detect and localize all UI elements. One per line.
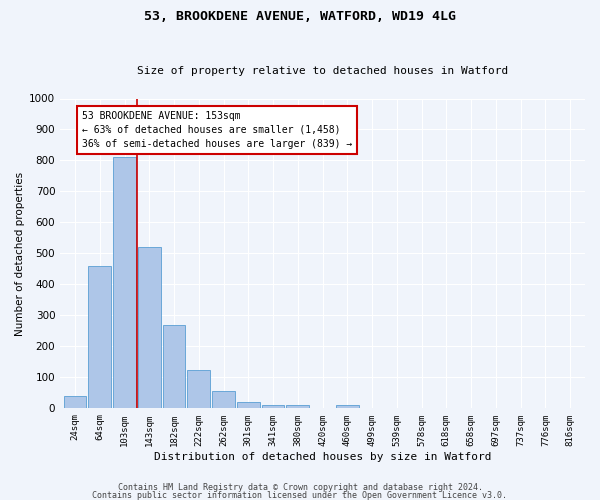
Bar [113, 158, 136, 408]
Bar [262, 406, 284, 408]
Title: Size of property relative to detached houses in Watford: Size of property relative to detached ho… [137, 66, 508, 76]
Bar [286, 406, 309, 408]
Bar [64, 396, 86, 408]
Text: 53, BROOKDENE AVENUE, WATFORD, WD19 4LG: 53, BROOKDENE AVENUE, WATFORD, WD19 4LG [144, 10, 456, 23]
Bar [187, 370, 210, 408]
Text: 53 BROOKDENE AVENUE: 153sqm
← 63% of detached houses are smaller (1,458)
36% of : 53 BROOKDENE AVENUE: 153sqm ← 63% of det… [82, 111, 352, 149]
Text: Contains public sector information licensed under the Open Government Licence v3: Contains public sector information licen… [92, 490, 508, 500]
Y-axis label: Number of detached properties: Number of detached properties [15, 172, 25, 336]
Bar [163, 325, 185, 408]
X-axis label: Distribution of detached houses by size in Watford: Distribution of detached houses by size … [154, 452, 491, 462]
Bar [336, 406, 359, 408]
Bar [138, 248, 161, 408]
Bar [88, 266, 111, 408]
Bar [237, 402, 260, 408]
Text: Contains HM Land Registry data © Crown copyright and database right 2024.: Contains HM Land Registry data © Crown c… [118, 484, 482, 492]
Bar [212, 392, 235, 408]
